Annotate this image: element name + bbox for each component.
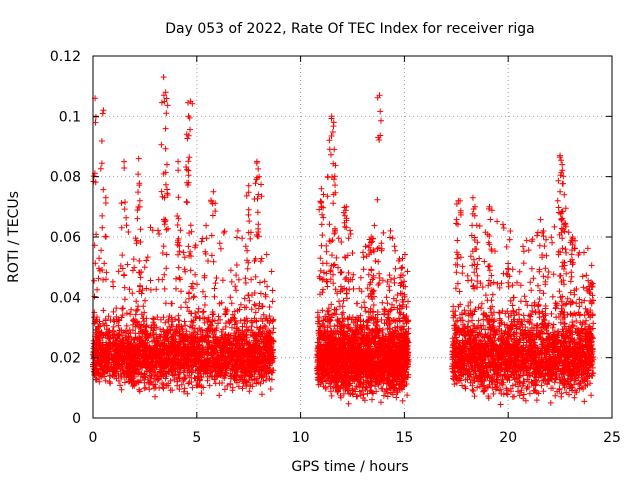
roti-markers <box>90 74 597 408</box>
data-points <box>90 74 597 408</box>
chart-title: Day 053 of 2022, Rate Of TEC Index for r… <box>165 21 534 37</box>
x-axis-label: GPS time / hours <box>291 459 408 475</box>
x-tick-label: 10 <box>292 430 310 446</box>
y-tick-label: 0.04 <box>50 290 81 306</box>
x-tick-label: 20 <box>499 430 517 446</box>
y-tick-label: 0.1 <box>59 109 81 125</box>
x-tick-label: 0 <box>89 430 98 446</box>
x-tick-label: 25 <box>603 430 621 446</box>
y-tick-label: 0 <box>72 411 81 427</box>
y-tick-label: 0.08 <box>50 170 81 186</box>
y-tick-label: 0.06 <box>50 230 81 246</box>
x-tick-label: 15 <box>395 430 413 446</box>
y-tick-label: 0.12 <box>50 49 81 65</box>
y-tick-label: 0.02 <box>50 351 81 367</box>
grid-lines <box>93 56 612 418</box>
axis-ticks: 0 5 10 15 20 25 0 0.02 0.04 0.06 0.08 0.1 0.12 <box>50 49 621 446</box>
x-tick-label: 5 <box>192 430 201 446</box>
y-axis-label: ROTI / TECUs <box>6 191 22 283</box>
